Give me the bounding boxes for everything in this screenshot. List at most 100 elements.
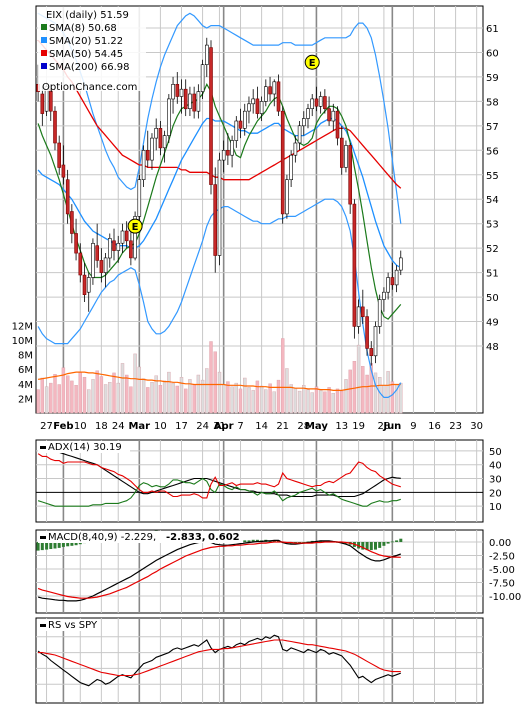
volume-bar (205, 368, 209, 414)
macd-histogram-bar (57, 542, 61, 548)
rs_ma-line (38, 639, 401, 677)
candle-body (217, 159, 222, 256)
candle-body (70, 211, 74, 234)
adx-title-bg (38, 441, 130, 453)
volume-bar (319, 390, 323, 414)
volume-bar (361, 366, 365, 414)
macd-histogram-bar (49, 542, 53, 549)
candle-body (318, 96, 323, 107)
macd-tick-label: 0.00 (489, 538, 511, 549)
price-tick-label: 54 (486, 195, 499, 206)
candle-body (91, 243, 95, 278)
volume-bar (331, 393, 335, 414)
candle-body (234, 120, 239, 141)
price-tick-label: 60 (486, 48, 499, 59)
x-axis-tick-label: 28 (297, 421, 310, 432)
x-axis-tick-label: 24 (196, 421, 209, 432)
candle-body (301, 118, 306, 127)
macd-histogram-bar (74, 542, 78, 546)
volume-bar (281, 338, 285, 414)
candle-body (373, 326, 378, 357)
volume-bar (310, 392, 314, 414)
candle-body (386, 277, 390, 293)
volume-bar (259, 385, 264, 414)
volume-tick-label: 6M (18, 365, 33, 376)
candle-body (276, 81, 281, 112)
volume-bar (154, 375, 158, 414)
macd-histogram-bar (251, 539, 255, 542)
candle-body (243, 110, 247, 129)
volume-bar (373, 372, 378, 414)
price-tick-label: 49 (486, 318, 499, 329)
adx-tick-label: 10 (489, 502, 502, 513)
candle-body (124, 230, 129, 242)
volume-bar (289, 384, 293, 414)
x-axis-tick-label: 13 (335, 421, 348, 432)
volume-bar (217, 371, 222, 414)
adx-panel-frame (35, 439, 484, 523)
volume-bar (285, 368, 289, 414)
macd-histogram-bar (53, 542, 57, 549)
legend-swatch (41, 37, 47, 43)
volume-bar (175, 385, 180, 414)
candle-body (377, 299, 382, 327)
volume-bar (226, 381, 230, 414)
legend-box (38, 7, 146, 91)
volume-bar (209, 341, 213, 414)
volume-bar (167, 371, 171, 414)
legend-swatch (41, 24, 47, 30)
volume-bar (268, 383, 272, 414)
candle-body (162, 135, 167, 149)
x-axis-tick-label: Jun (382, 421, 401, 432)
volume-bar (108, 382, 112, 414)
x-axis-tick-label: 23 (449, 421, 462, 432)
volume-tick-label: 2M (18, 394, 33, 405)
plus_di-line (37, 477, 401, 507)
volume-bar (78, 371, 83, 414)
macd-histogram-bar (277, 540, 280, 542)
macd-tick-label: -10.00 (489, 592, 521, 603)
sma20-line (37, 117, 402, 269)
volume-bar (243, 377, 247, 414)
volume-bar (255, 380, 260, 414)
volume-bar (365, 374, 369, 414)
x-axis-tick-label: Mar (128, 421, 150, 432)
candle-body (183, 88, 188, 110)
candle-body (150, 137, 154, 161)
volume-bar (356, 344, 361, 414)
candle-body (314, 98, 319, 107)
candle-body (120, 230, 125, 244)
volume-bar (44, 386, 49, 414)
macd-histogram-bar (272, 540, 276, 542)
candle-body (179, 88, 184, 97)
price-tick-label: 58 (486, 97, 499, 108)
candle-body (390, 277, 395, 286)
macd-histogram-bar (243, 540, 247, 542)
x-axis-tick-label: 30 (470, 421, 483, 432)
macd-line (37, 539, 402, 602)
candle-body (53, 110, 57, 144)
volume-bar (382, 385, 386, 414)
legend-item: SMA(8) 50.68 (49, 23, 117, 34)
candle-body (146, 150, 150, 161)
candle-body (382, 291, 386, 300)
earnings-marker-label: E (132, 222, 139, 233)
candle-body (74, 233, 78, 254)
volume-bar (348, 369, 352, 414)
volume-bar (247, 387, 251, 414)
candle-body (352, 203, 357, 327)
volume-bar (264, 389, 268, 414)
macd-histogram-bar (40, 542, 44, 551)
volume-bar (251, 390, 255, 414)
macd-panel-frame (35, 529, 484, 614)
volume-bar (65, 375, 70, 414)
macd-histogram-bar (365, 542, 369, 551)
volume-bar (238, 388, 243, 414)
candle-body (95, 245, 99, 261)
x-axis-tick-label: 21 (276, 421, 289, 432)
x-axis-tick-label: 9 (410, 421, 416, 432)
candle-body (108, 238, 112, 259)
volume-bar (49, 382, 53, 414)
volume-bar (171, 382, 175, 414)
x-axis-tick-label: 18 (95, 421, 108, 432)
